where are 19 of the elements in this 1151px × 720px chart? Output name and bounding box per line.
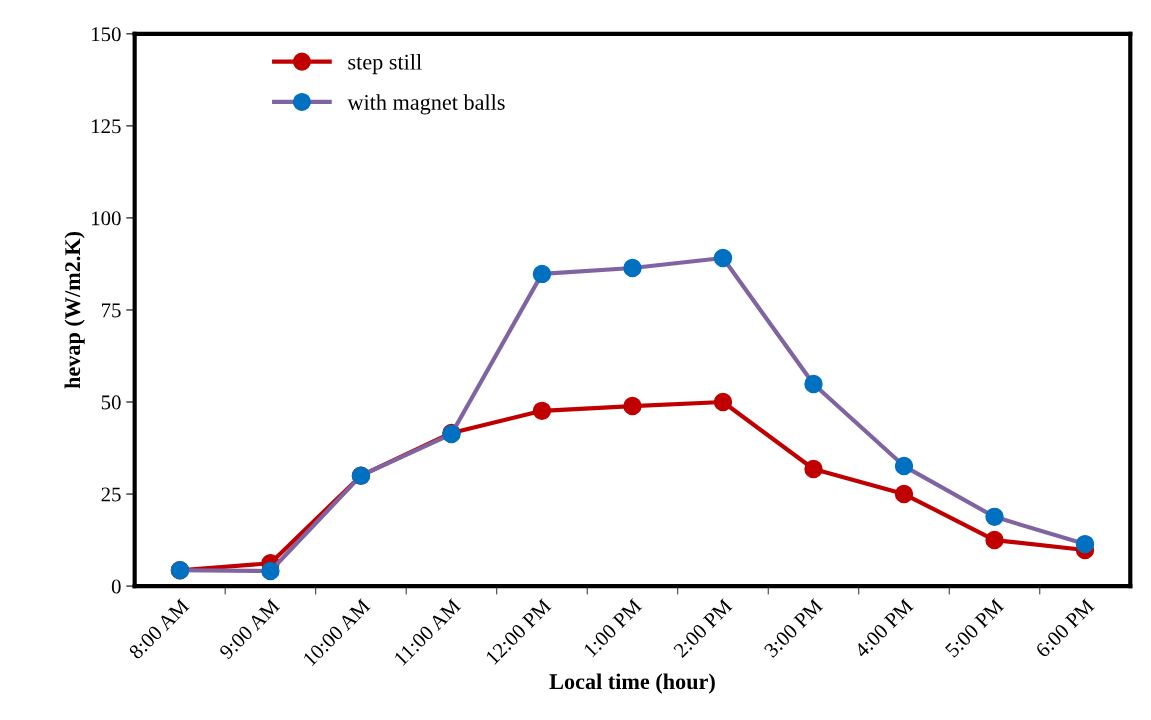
y-tick-label: 50 [101, 395, 121, 410]
x-tick-label: 5:00 PM [944, 598, 1005, 658]
x-tick-label: 3:00 PM [763, 598, 824, 659]
y-axis-title: hevap (W/m2.K) [64, 231, 85, 389]
x-tick-label: 8:00 AM [128, 598, 190, 660]
y-tick-label: 100 [92, 211, 121, 226]
legend-label: step still [348, 53, 422, 75]
y-tick-label: 75 [102, 303, 121, 318]
x-tick-label: 2:00 PM [672, 598, 733, 659]
y-tick-label: 25 [101, 487, 121, 502]
x-tick-label: 9:00 AM [218, 598, 281, 660]
x-tick-label: 4:00 PM [853, 598, 915, 659]
y-tick-label: 150 [92, 27, 121, 42]
legend-label: with magnet balls [347, 94, 505, 115]
x-tick-label: 6:00 PM [1034, 598, 1096, 659]
x-tick-label: 1:00 PM [583, 598, 643, 658]
y-tick-label: 125 [92, 119, 121, 134]
x-axis-title: Local time (hour) [549, 673, 715, 694]
y-tick-label: 0 [111, 579, 121, 594]
